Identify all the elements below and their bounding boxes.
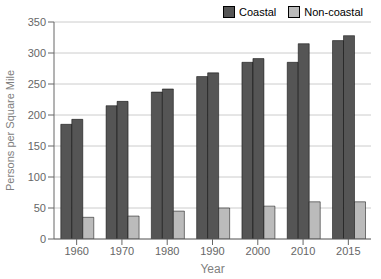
svg-text:350: 350: [28, 16, 46, 28]
svg-text:2010: 2010: [291, 245, 315, 257]
svg-text:1960: 1960: [64, 245, 88, 257]
svg-text:2000: 2000: [246, 245, 270, 257]
html-text:Non-coastal: Non-coastal: [304, 6, 363, 18]
svg-text:50: 50: [34, 202, 46, 214]
svg-text:Year: Year: [200, 262, 224, 276]
svg-text:200: 200: [28, 109, 46, 121]
svg-text:1970: 1970: [110, 245, 134, 257]
html-text:Coastal: Coastal: [239, 6, 277, 18]
svg-text:1980: 1980: [155, 245, 179, 257]
svg-text:150: 150: [28, 140, 46, 152]
svg-text:250: 250: [28, 78, 46, 90]
svg-text:300: 300: [28, 47, 46, 59]
svg-text:1990: 1990: [200, 245, 224, 257]
svg-text:Persons per Square Mile: Persons per Square Mile: [8, 70, 16, 191]
svg-text:2015: 2015: [336, 245, 360, 257]
svg-text:100: 100: [28, 171, 46, 183]
svg-text:0: 0: [40, 233, 46, 245]
